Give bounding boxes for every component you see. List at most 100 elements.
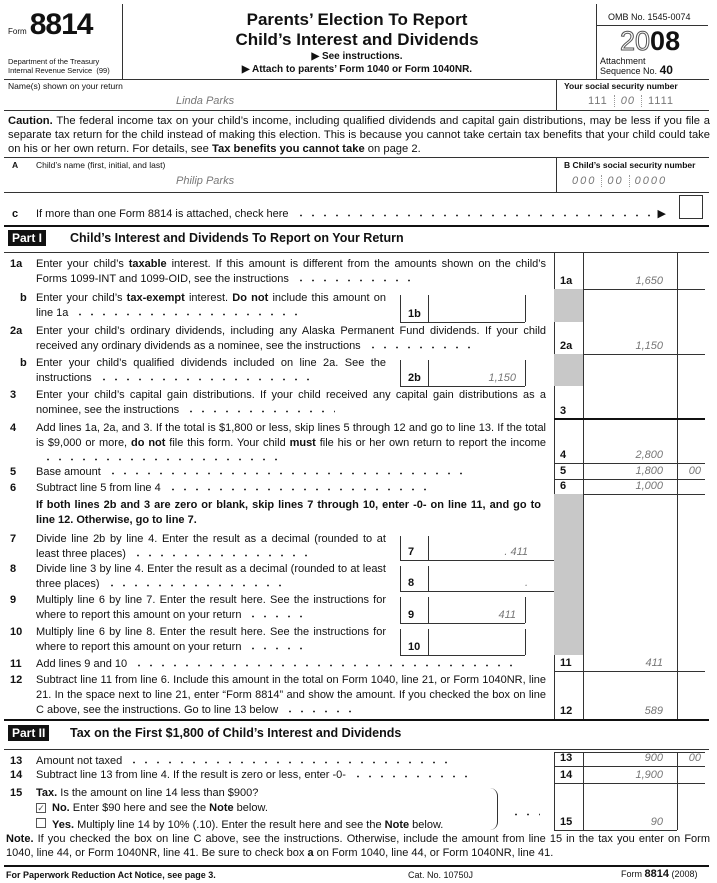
line-c-checkbox[interactable] — [679, 195, 703, 219]
amount-field-l2b[interactable]: 1,150 — [488, 372, 516, 384]
line-text-l7: Divide line 2b by line 4. Enter the resu… — [36, 532, 386, 562]
line-number-l8: 8 — [10, 563, 17, 575]
dot-leader — [185, 405, 336, 413]
child-name-label: Child’s name (first, initial, and last) — [36, 160, 166, 170]
line-number-l12: 12 — [10, 674, 23, 686]
yes-checkbox[interactable] — [36, 818, 46, 828]
divider — [554, 463, 705, 464]
irs-name: Internal Revenue Service — [8, 66, 93, 75]
amount-field-l2a[interactable]: 1,150 — [635, 340, 663, 352]
bold-text: Note — [384, 819, 410, 831]
divider — [4, 749, 709, 750]
text: on Form 1040, line 44, or Form 1040NR, l… — [313, 847, 554, 859]
divider — [554, 252, 555, 719]
no-checkbox[interactable]: ✓ — [36, 803, 46, 813]
amount-field-l12[interactable]: 589 — [644, 705, 663, 717]
text: Divide line 3 by line 4. Enter the resul… — [36, 563, 386, 590]
ssn-part: 00 — [620, 95, 635, 107]
box-label-l15: 15 — [560, 816, 573, 828]
line-number-l11: 11 — [10, 658, 22, 670]
divider — [525, 295, 526, 322]
divider — [554, 354, 705, 355]
text: Enter your child’s qualified dividends i… — [36, 357, 386, 384]
divider — [400, 536, 401, 560]
line-c-letter: c — [12, 208, 19, 220]
divider — [400, 386, 525, 387]
part-2-badge: Part II — [8, 725, 50, 741]
divider — [583, 252, 584, 719]
divider — [4, 719, 709, 721]
line-number-l13: 13 — [10, 755, 23, 767]
divider — [596, 4, 597, 79]
line-text-l12: Subtract line 11 from line 6. Include th… — [36, 673, 546, 718]
amount-field-l9[interactable]: 411 — [498, 609, 516, 621]
form-word: Form — [8, 27, 27, 36]
amount-field-l13[interactable]: 900 — [644, 752, 663, 764]
amount-field-l15[interactable]: 90 — [650, 816, 663, 828]
cents-field-l5[interactable]: 00 — [688, 465, 701, 477]
amount-field-l1a[interactable]: 1,650 — [635, 275, 663, 287]
amount-field-l14[interactable]: 1,900 — [635, 769, 663, 781]
text: Multiply line 14 by 10% (.10). Enter the… — [74, 819, 385, 831]
line-text-l8: Divide line 3 by line 4. Enter the resul… — [36, 562, 386, 592]
text: interest. — [184, 292, 233, 304]
no-option: ✓ No. Enter $90 here and see the Note bel… — [36, 802, 268, 814]
form-number: 8814 — [29, 8, 94, 41]
box-label-l13: 13 — [560, 752, 573, 764]
attachment-sequence: Attachment Sequence No. 40 — [600, 57, 673, 77]
line-number-l10: 10 — [10, 626, 23, 638]
attach-instructions: ▶ Attach to parents’ Form 1040 or Form 1… — [241, 64, 473, 75]
shaded-cell — [554, 289, 583, 322]
amount-field-l5[interactable]: 1,800 — [635, 465, 663, 477]
dot-leader — [247, 610, 308, 618]
names-field[interactable]: Linda Parks — [176, 95, 235, 107]
bold-text: taxable — [128, 258, 167, 270]
amount-field-l8[interactable]: . — [524, 577, 528, 589]
amount-field-l11[interactable]: 411 — [645, 657, 663, 669]
box-label-l2b: 2b — [408, 372, 421, 384]
divider — [400, 566, 401, 591]
tax-year: 2008 — [619, 26, 680, 57]
text: Enter $90 here and see the — [69, 802, 210, 814]
see-instructions: ▶ See instructions. — [311, 51, 403, 62]
child-ssn-field[interactable]: 000 00 0000 — [572, 175, 667, 187]
dot-leader — [351, 770, 472, 778]
line-text-l10: Multiply line 6 by line 8. Enter the res… — [36, 625, 386, 655]
ssn-field[interactable]: 111 00 1111 — [588, 95, 674, 107]
child-name-field[interactable]: Philip Parks — [176, 175, 235, 187]
divider — [428, 295, 429, 322]
text: Base amount — [36, 466, 101, 478]
amount-field-l7[interactable]: . 411 — [504, 546, 528, 558]
form-id: Form 8814 — [8, 8, 94, 42]
line-number-l1b: b — [20, 292, 27, 304]
divider — [554, 418, 705, 420]
bold-text: a — [307, 847, 314, 859]
text: Subtract line 5 from line 4 — [36, 482, 161, 494]
bold-text: must — [289, 437, 316, 449]
bold-text: Note. — [6, 833, 34, 845]
divider — [400, 295, 401, 322]
dot-leader — [247, 642, 308, 650]
text: Add lines 9 and 10 — [36, 658, 128, 670]
box-label-l3: 3 — [560, 405, 567, 417]
text: include this amount on line 1a — [36, 292, 386, 319]
text: Enter your child’s — [36, 292, 127, 304]
divider — [400, 360, 401, 386]
amount-field-l4[interactable]: 2,800 — [635, 449, 663, 461]
line-number-l15: 15 — [10, 787, 23, 799]
paperwork-notice: For Paperwork Reduction Act Notice, see … — [6, 870, 216, 880]
irs: Internal Revenue Service (99) — [8, 66, 110, 75]
divider — [554, 494, 705, 495]
cents-field-l13[interactable]: 00 — [688, 752, 701, 764]
line-number-l1a: 1a — [10, 258, 23, 270]
dot-leader — [97, 373, 313, 381]
line-text-l9: Multiply line 6 by line 7. Enter the res… — [36, 593, 386, 623]
line-c-label: If more than one Form 8814 is attached, … — [36, 208, 289, 220]
box-label-l7: 7 — [408, 546, 415, 558]
department: Department of the Treasury — [8, 57, 100, 66]
bold-text: Tax. — [36, 787, 58, 799]
part-1-badge: Part I — [8, 230, 47, 246]
child-ssn-label: B Child’s social security number — [564, 160, 696, 170]
sequence-label: Sequence No. — [600, 66, 658, 76]
amount-field-l6[interactable]: 1,000 — [635, 480, 663, 492]
